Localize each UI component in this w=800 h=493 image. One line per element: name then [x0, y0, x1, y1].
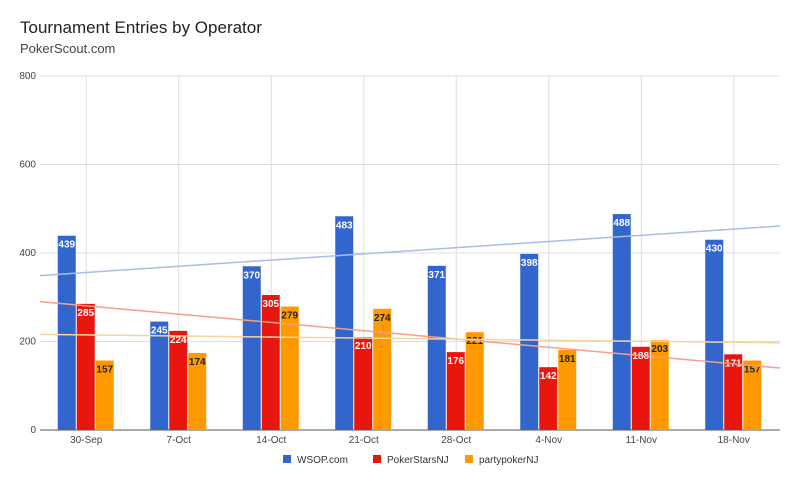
x-tick-label: 4-Nov	[535, 435, 562, 446]
bar-value-label: 174	[189, 357, 206, 368]
legend-label: PokerStarsNJ	[387, 455, 449, 466]
bar	[95, 360, 114, 430]
bar-value-label: 221	[466, 336, 483, 347]
bar	[261, 295, 280, 430]
bar	[539, 367, 558, 430]
bar	[743, 360, 762, 430]
bar-value-label: 371	[428, 270, 445, 281]
trendline	[39, 225, 781, 277]
legend-label: WSOP.com	[297, 455, 348, 466]
bar-value-label: 488	[613, 218, 630, 229]
bar-value-label: 439	[58, 240, 75, 251]
bar	[705, 239, 724, 430]
trendline	[39, 300, 781, 369]
bar-value-label: 142	[540, 371, 557, 382]
legend-label: partypokerNJ	[479, 455, 538, 466]
y-tick-label: 200	[19, 337, 36, 348]
bar	[650, 340, 669, 430]
legend-swatch	[283, 455, 291, 463]
bar	[169, 330, 188, 430]
chart-subtitle: PokerScout.com	[20, 41, 116, 56]
y-tick-label: 600	[19, 160, 36, 171]
bar	[612, 214, 631, 430]
bar	[446, 352, 465, 430]
chart-title: Tournament Entries by Operator	[20, 18, 262, 37]
trendline	[39, 333, 781, 344]
bar-value-label: 398	[521, 258, 538, 269]
bar-value-label: 157	[744, 365, 761, 376]
bar	[188, 353, 207, 430]
y-tick-label: 800	[19, 71, 36, 82]
x-tick-label: 18-Nov	[718, 435, 750, 446]
bar-value-label: 245	[151, 326, 168, 337]
bar	[724, 354, 743, 430]
y-tick-label: 400	[19, 248, 36, 259]
bar-value-label: 157	[96, 365, 113, 376]
bar	[150, 321, 169, 430]
x-tick-label: 21-Oct	[349, 435, 379, 446]
bar-value-label: 274	[374, 313, 391, 324]
bar-value-label: 224	[170, 335, 187, 346]
bar-value-label: 430	[706, 244, 723, 255]
x-tick-label: 11-Nov	[626, 435, 658, 446]
legend-swatch	[465, 455, 473, 463]
bar	[57, 235, 76, 430]
bar	[76, 303, 95, 430]
bar	[427, 265, 446, 430]
x-tick-label: 28-Oct	[441, 435, 471, 446]
bar-value-label: 210	[355, 341, 372, 352]
bar	[335, 216, 354, 430]
y-tick-label: 0	[30, 425, 36, 436]
bar	[242, 266, 261, 430]
bar-value-label: 483	[336, 220, 353, 231]
bar-value-label: 176	[447, 356, 464, 367]
bar	[631, 346, 650, 430]
bar	[520, 253, 539, 430]
bar-value-label: 203	[651, 344, 668, 355]
bar-value-label: 370	[243, 270, 260, 281]
bar	[558, 349, 577, 430]
bar-value-label: 285	[77, 308, 94, 319]
legend-swatch	[373, 455, 381, 463]
bar	[354, 337, 373, 430]
bar-value-label: 181	[559, 354, 576, 365]
x-tick-label: 14-Oct	[256, 435, 286, 446]
bar	[373, 308, 392, 430]
bar-value-label: 305	[262, 299, 279, 310]
x-tick-label: 7-Oct	[167, 435, 192, 446]
bar	[465, 332, 484, 430]
x-tick-label: 30-Sep	[70, 435, 103, 446]
bar-value-label: 279	[281, 311, 298, 322]
